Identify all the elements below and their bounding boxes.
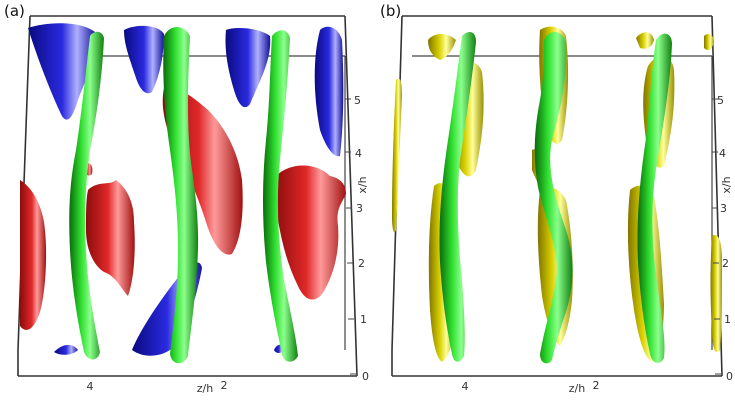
- blue-structure: [314, 26, 344, 157]
- y-tick-label: 3: [720, 202, 727, 215]
- blue-structure: [54, 344, 78, 355]
- panel-a-y-axis: 0 1 2 3 4 5 x/h: [345, 94, 369, 383]
- red-structure: [20, 180, 47, 330]
- red-structure: [86, 180, 135, 296]
- panel-a-green-structures: [69, 27, 298, 364]
- y-tick-label: 0: [726, 370, 733, 383]
- panel-a-x-axis: 4 z/h 2: [87, 379, 228, 395]
- y-tick-label: 5: [717, 94, 724, 107]
- y-tick-label: 4: [719, 147, 726, 160]
- y-tick-label: 2: [722, 257, 729, 270]
- green-structure: [263, 30, 298, 362]
- x-tick-label: 2: [593, 379, 600, 392]
- blue-structure: [124, 25, 164, 94]
- panel-a-label: (a): [4, 2, 25, 20]
- yellow-structure: [428, 34, 456, 60]
- green-structure: [637, 33, 672, 363]
- x-axis-label: z/h: [569, 382, 585, 395]
- green-structure: [439, 32, 476, 362]
- x-axis-label: z/h: [197, 382, 213, 395]
- green-structure: [69, 31, 104, 360]
- blue-structure: [28, 23, 97, 120]
- y-axis-label: x/h: [356, 176, 369, 193]
- panel-b-label: (b): [380, 2, 401, 20]
- x-tick-label: 4: [87, 380, 94, 393]
- yellow-structure: [392, 78, 402, 233]
- y-tick-label: 2: [358, 257, 365, 270]
- red-structure: [273, 165, 346, 300]
- y-tick-label: 1: [724, 313, 731, 326]
- y-tick-label: 4: [355, 147, 362, 160]
- y-tick-label: 3: [356, 202, 363, 215]
- panel-a-red-structures: [20, 87, 346, 330]
- yellow-structure: [636, 32, 654, 49]
- x-tick-label: 4: [462, 380, 469, 393]
- green-structure: [534, 31, 573, 364]
- green-structure: [163, 27, 199, 364]
- x-tick-label: 2: [221, 379, 228, 392]
- y-axis-label: x/h: [720, 176, 733, 193]
- yellow-structure: [710, 235, 722, 353]
- y-tick-label: 1: [360, 313, 367, 326]
- y-tick-label: 0: [362, 370, 369, 383]
- panel-b-green-structures: [439, 31, 672, 364]
- panel-b-y-axis: 0 1 2 3 4 5 x/h: [712, 94, 733, 383]
- panel-b: (b): [380, 2, 733, 395]
- panel-b-x-axis: 4 z/h 2: [462, 379, 600, 395]
- blue-structure: [225, 28, 271, 108]
- panel-a: (a): [4, 2, 369, 395]
- y-tick-label: 5: [354, 94, 361, 107]
- yellow-structure: [704, 34, 714, 50]
